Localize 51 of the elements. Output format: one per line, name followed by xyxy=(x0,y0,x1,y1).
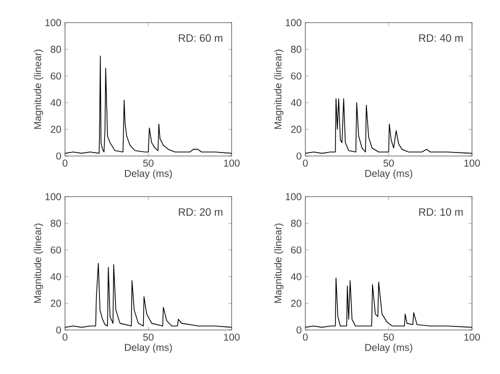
x-tick-label: 50 xyxy=(384,160,394,167)
x-tick-label: 0 xyxy=(62,160,68,167)
y-tick-label: 80 xyxy=(50,46,62,53)
annotation: RD: 40 m xyxy=(419,34,463,42)
y-tick-label: 20 xyxy=(50,300,62,307)
y-tick-label: 60 xyxy=(50,246,62,254)
x-tick-label: 100 xyxy=(464,160,480,167)
x-tick-label: 100 xyxy=(224,334,240,341)
y-tick-label: 100 xyxy=(286,193,302,200)
y-tick-label: 0 xyxy=(56,152,62,160)
x-tick-label: 50 xyxy=(143,334,154,341)
y-axis-title: Magnitude (linear) xyxy=(34,50,44,129)
y-tick-label: 80 xyxy=(291,46,302,53)
y-tick-label: 60 xyxy=(291,246,302,254)
line-series xyxy=(305,278,472,328)
y-tick-label: 60 xyxy=(291,72,302,80)
y-tick-label: 0 xyxy=(296,152,302,160)
line-series xyxy=(305,98,472,154)
x-tick-label: 0 xyxy=(62,334,68,341)
y-axis-title: Magnitude (linear) xyxy=(274,224,284,303)
x-tick-label: 0 xyxy=(302,334,308,341)
y-tick-label: 80 xyxy=(291,220,302,227)
y-tick-label: 100 xyxy=(286,19,302,26)
x-tick-label: 50 xyxy=(143,160,154,167)
x-axis-title: Delay (ms) xyxy=(365,344,412,353)
y-tick-label: 40 xyxy=(290,273,302,280)
x-tick-label: 0 xyxy=(302,160,308,167)
y-tick-label: 60 xyxy=(50,72,62,80)
x-tick-label: 100 xyxy=(464,334,480,341)
y-tick-label: 20 xyxy=(291,126,302,133)
x-axis-title: Delay (ms) xyxy=(124,170,172,179)
y-tick-label: 80 xyxy=(50,220,62,227)
y-tick-label: 0 xyxy=(296,326,302,334)
y-tick-label: 100 xyxy=(45,193,62,200)
line-series xyxy=(65,262,232,328)
x-tick-label: 50 xyxy=(384,334,394,341)
annotation: RD: 20 m xyxy=(178,208,222,216)
x-axis-title: Delay (ms) xyxy=(124,344,172,353)
y-tick-label: 40 xyxy=(50,273,62,280)
y-tick-label: 40 xyxy=(50,99,62,106)
x-tick-label: 100 xyxy=(224,160,240,167)
annotation: RD: 60 m xyxy=(178,34,222,42)
y-axis-title: Magnitude (linear) xyxy=(34,224,44,303)
x-axis-title: Delay (ms) xyxy=(365,170,412,179)
y-tick-label: 100 xyxy=(45,19,62,26)
y-tick-label: 0 xyxy=(56,326,62,334)
y-tick-label: 40 xyxy=(290,99,302,106)
y-tick-label: 20 xyxy=(50,126,62,133)
y-tick-label: 20 xyxy=(291,300,302,307)
annotation: RD: 10 m xyxy=(419,208,463,216)
y-axis-title: Magnitude (linear) xyxy=(274,50,284,129)
